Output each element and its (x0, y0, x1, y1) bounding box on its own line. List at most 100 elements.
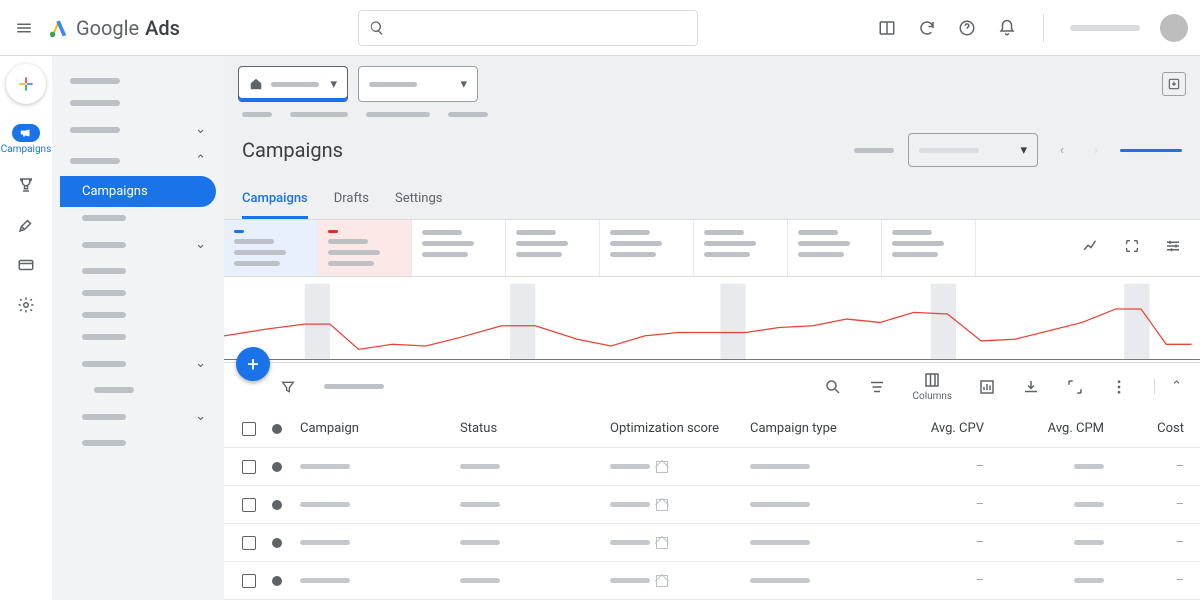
cell-avg-cpm (992, 540, 1112, 545)
scorecard[interactable] (694, 220, 788, 276)
tab-settings[interactable]: Settings (395, 181, 442, 219)
col-avg-cpm[interactable]: Avg. CPM (992, 421, 1112, 436)
nav-item[interactable] (60, 70, 216, 92)
date-prev[interactable]: ‹ (1052, 143, 1072, 158)
account-selector[interactable]: ▾ (238, 66, 348, 102)
table-row[interactable]: –– (224, 524, 1200, 562)
col-optimization[interactable]: Optimization score (602, 421, 742, 436)
megaphone-icon (19, 126, 33, 140)
nav-item-campaigns[interactable]: Campaigns (60, 176, 216, 207)
rail-billing[interactable] (16, 255, 36, 275)
crumb[interactable] (242, 112, 272, 117)
scorecard[interactable] (506, 220, 600, 276)
toolbar-segment[interactable] (868, 378, 886, 396)
reports-icon[interactable] (877, 18, 897, 38)
notifications-icon[interactable] (997, 18, 1017, 38)
nav-item[interactable] (60, 304, 216, 326)
nav-item[interactable] (60, 432, 216, 454)
page-tabs: Campaigns Drafts Settings (224, 181, 1200, 220)
date-next[interactable]: › (1086, 143, 1106, 158)
row-checkbox[interactable] (242, 574, 256, 588)
page-title: Campaigns (242, 138, 343, 162)
chart-view-icon[interactable] (1082, 237, 1100, 259)
chevron-down-icon: ⌄ (195, 409, 206, 424)
scorecard[interactable] (224, 220, 318, 276)
nav-item[interactable] (60, 260, 216, 282)
nav-item[interactable] (60, 326, 216, 348)
nav-item[interactable] (60, 207, 216, 229)
rail-admin[interactable] (16, 295, 36, 315)
tab-drafts[interactable]: Drafts (334, 181, 369, 219)
status-dot (272, 538, 282, 548)
crumb[interactable] (290, 112, 348, 117)
adjust-icon[interactable] (1164, 237, 1182, 259)
chevron-down-icon: ⌄ (195, 122, 206, 137)
refresh-icon[interactable] (917, 18, 937, 38)
add-campaign-button[interactable]: + (236, 347, 270, 381)
help-icon[interactable] (957, 18, 977, 38)
col-avg-cpv[interactable]: Avg. CPV (892, 421, 992, 436)
product-logo[interactable]: Google Ads (48, 16, 180, 40)
row-checkbox[interactable] (242, 498, 256, 512)
breadcrumb (224, 102, 1200, 127)
select-all-checkbox[interactable] (242, 422, 256, 436)
avatar[interactable] (1160, 14, 1188, 42)
nav-item[interactable] (60, 282, 216, 304)
tab-campaigns[interactable]: Campaigns (242, 181, 308, 219)
col-status[interactable]: Status (452, 421, 602, 436)
save-report-icon[interactable] (1162, 72, 1186, 96)
cell-avg-cpv: – (892, 497, 992, 512)
campaign-selector[interactable]: ▾ (358, 66, 478, 102)
account-label (1070, 25, 1140, 31)
scorecard[interactable] (318, 220, 412, 276)
nav-item[interactable] (60, 92, 216, 114)
expand-icon[interactable] (1124, 238, 1140, 258)
scorecard[interactable] (882, 220, 976, 276)
nav-group[interactable]: ⌃ (60, 145, 216, 176)
scorecard[interactable] (788, 220, 882, 276)
caret-down-icon: ▾ (460, 77, 467, 92)
toolbar-columns[interactable]: Columns (912, 371, 952, 402)
rail-goals[interactable] (16, 175, 36, 195)
table-row[interactable]: –– (224, 448, 1200, 486)
toolbar-search[interactable] (824, 378, 842, 396)
nav-group[interactable]: ⌄ (60, 229, 216, 260)
gear-icon (17, 296, 35, 314)
crumb[interactable] (448, 112, 488, 117)
status-dot (272, 500, 282, 510)
table-row[interactable]: –– (224, 562, 1200, 600)
scope-selectors: ▾ ▾ (224, 56, 1200, 102)
nav-group[interactable]: ⌄ (60, 348, 216, 379)
tools-icon (17, 216, 35, 234)
cell-cost: – (1112, 497, 1192, 512)
toolbar-download[interactable] (1022, 378, 1040, 396)
scorecard[interactable] (600, 220, 694, 276)
col-campaign[interactable]: Campaign (292, 421, 452, 436)
row-checkbox[interactable] (242, 536, 256, 550)
toolbar-expand[interactable] (1066, 378, 1084, 396)
table-header: Campaign Status Optimization score Campa… (224, 410, 1200, 448)
rail-campaigns[interactable]: Campaigns (1, 124, 52, 155)
nav-item[interactable] (60, 379, 216, 401)
table-row[interactable]: –– (224, 486, 1200, 524)
cell-cost: – (1112, 535, 1192, 550)
rail-tools[interactable] (16, 215, 36, 235)
home-icon (249, 77, 263, 91)
col-type[interactable]: Campaign type (742, 421, 892, 436)
chart-tools (1064, 220, 1200, 276)
scorecard[interactable] (412, 220, 506, 276)
col-cost[interactable]: Cost (1112, 421, 1192, 436)
search-input[interactable] (358, 10, 698, 46)
toolbar-more[interactable] (1110, 378, 1128, 396)
row-checkbox[interactable] (242, 460, 256, 474)
crumb[interactable] (366, 112, 430, 117)
nav-group[interactable]: ⌄ (60, 401, 216, 432)
date-range-selector[interactable]: ▾ (908, 133, 1038, 167)
nav-group[interactable]: ⌄ (60, 114, 216, 145)
filter-placeholder[interactable] (324, 384, 384, 389)
toolbar-reports[interactable] (978, 378, 996, 396)
menu-icon[interactable] (12, 16, 36, 40)
filter-icon[interactable] (280, 379, 296, 395)
collapse-table-icon[interactable]: ⌃ (1154, 379, 1182, 394)
create-button[interactable] (6, 64, 46, 104)
